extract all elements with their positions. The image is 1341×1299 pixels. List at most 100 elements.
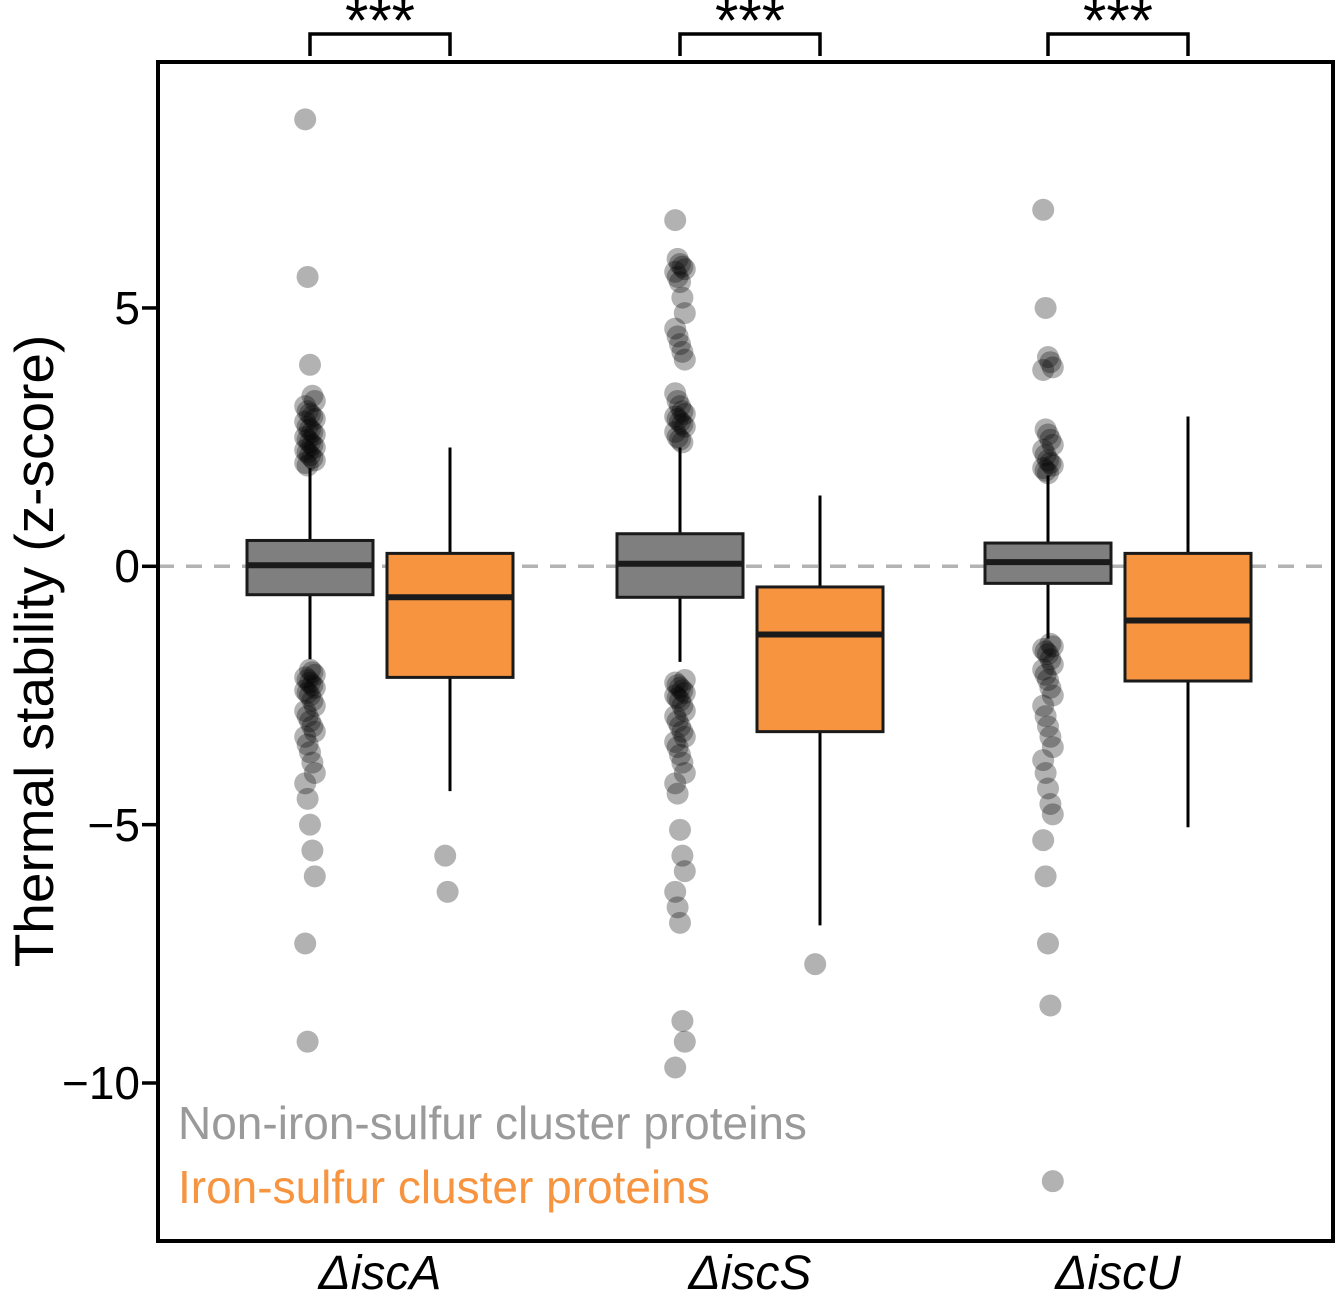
outlier-point — [1039, 632, 1062, 655]
outlier-point — [671, 679, 694, 702]
outlier-point — [299, 684, 321, 707]
outlier-point — [296, 265, 319, 288]
outlier-point — [1039, 451, 1062, 474]
outlier-point — [666, 782, 689, 805]
outlier-point — [671, 400, 694, 423]
outlier-point — [673, 725, 696, 748]
outlier-point — [669, 395, 691, 418]
outlier-point — [673, 1030, 696, 1053]
outlier-point — [294, 932, 317, 955]
outlier-point — [303, 720, 326, 743]
outlier-point — [1041, 635, 1064, 658]
outlier-point — [1037, 449, 1059, 472]
outlier-point — [301, 446, 324, 469]
outlier-point — [1034, 761, 1057, 784]
outlier-point — [1041, 653, 1064, 676]
legend-non-iron-sulfur: Non-iron-sulfur cluster proteins — [178, 1097, 807, 1149]
outlier-point — [294, 108, 317, 131]
x-tick-label-iscU: ΔiscU — [1055, 1247, 1181, 1299]
significance-bracket — [308, 32, 452, 56]
outlier-point — [664, 880, 687, 903]
significance-bracket — [1046, 32, 1190, 56]
outlier-point — [669, 333, 691, 356]
outlier-point — [664, 705, 687, 728]
outlier-point — [296, 681, 319, 704]
outlier-point — [1037, 346, 1059, 369]
outlier-point — [664, 420, 687, 443]
outlier-point — [666, 710, 689, 733]
significance-stars-iscU: *** — [1082, 0, 1154, 54]
box-iron-ΔiscU — [1123, 551, 1253, 683]
outlier-point — [804, 953, 827, 976]
outlier-point — [669, 689, 691, 712]
outlier-point — [299, 741, 321, 764]
outlier-point — [1037, 643, 1059, 666]
outlier-point — [1041, 454, 1064, 477]
significance-stars-iscS: *** — [714, 0, 786, 54]
outlier-point — [1034, 640, 1057, 663]
outlier-point — [671, 255, 694, 278]
outlier-point — [664, 209, 687, 232]
outlier-point — [303, 676, 326, 699]
outlier-point — [296, 668, 319, 691]
outlier-point — [669, 253, 691, 276]
outlier-point — [299, 710, 321, 733]
outlier-point — [294, 426, 317, 449]
outlier-point — [1039, 676, 1062, 699]
outlier-point — [671, 431, 694, 454]
outlier-point — [296, 441, 319, 464]
outlier-point — [299, 813, 321, 836]
outlier-point — [666, 325, 689, 348]
outlier-point — [296, 428, 319, 451]
outlier-point — [303, 389, 326, 412]
outlier-point — [303, 449, 326, 472]
outlier-point — [673, 258, 696, 281]
outlier-point — [664, 1056, 687, 1079]
outlier-point — [1039, 351, 1062, 374]
outlier-point — [671, 413, 694, 436]
outlier-point — [664, 671, 687, 694]
outlier-point — [1039, 725, 1062, 748]
outlier-point — [296, 454, 319, 477]
outlier-point — [671, 1009, 694, 1032]
box-iron-ΔiscA — [385, 551, 515, 679]
outlier-point — [664, 772, 687, 795]
outlier-point — [1039, 994, 1062, 1017]
outlier-point — [299, 671, 321, 694]
outlier-point — [436, 880, 459, 903]
outlier-point — [296, 415, 319, 438]
outlier-point — [666, 408, 689, 431]
outlier-point — [299, 418, 321, 441]
outlier-point — [1034, 444, 1057, 467]
outlier-point — [1032, 358, 1055, 381]
outlier-point — [301, 751, 324, 774]
outlier-point — [303, 694, 326, 717]
outlier-point — [666, 736, 689, 759]
outlier-point — [303, 436, 326, 459]
outlier-point — [1032, 457, 1055, 480]
outlier-point — [664, 730, 687, 753]
outlier-point — [669, 743, 691, 766]
outlier-point — [303, 865, 326, 888]
outlier-point — [1032, 658, 1055, 681]
outlier-point — [1037, 423, 1059, 446]
outlier-point — [1034, 705, 1057, 728]
outlier-point — [296, 1030, 319, 1053]
outlier-point — [669, 715, 691, 738]
y-axis-title: Thermal stability (z-score) — [3, 334, 65, 968]
outlier-point — [669, 676, 691, 699]
outlier-point — [294, 439, 317, 462]
outlier-point — [666, 265, 689, 288]
outlier-point — [664, 684, 687, 707]
outlier-point — [1039, 428, 1062, 451]
outlier-point — [1032, 439, 1055, 462]
significance-stars-iscA: *** — [344, 0, 416, 54]
outlier-point — [673, 415, 696, 438]
outlier-point — [303, 761, 326, 784]
outlier-point — [666, 247, 689, 270]
outlier-point — [1041, 433, 1064, 456]
y-tick-label-neg5: −5 — [87, 799, 140, 851]
outlier-point — [671, 720, 694, 743]
outlier-point — [1037, 777, 1059, 800]
y-tick-label-5: 5 — [114, 282, 140, 334]
